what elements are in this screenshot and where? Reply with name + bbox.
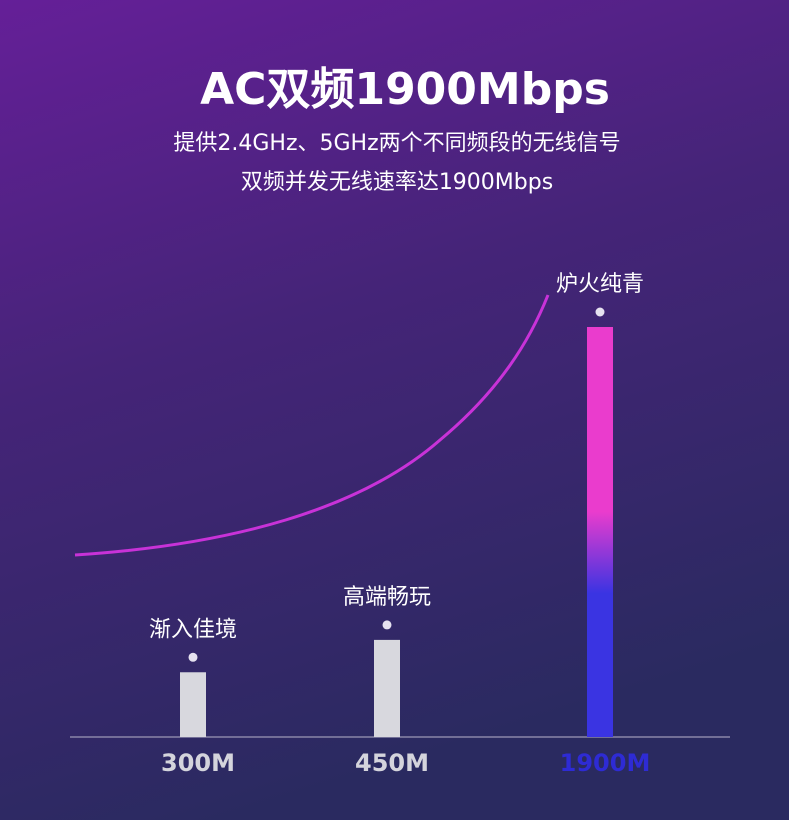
chart-title: AC双频1900Mbps — [200, 64, 610, 115]
bar-dot — [188, 652, 198, 662]
bar — [180, 672, 206, 737]
bar-dot — [595, 307, 605, 317]
subtitle: 双频并发无线速率达1900Mbps — [241, 170, 553, 195]
x-tick-label: 1900M — [560, 749, 651, 777]
x-tick-label: 450M — [355, 749, 429, 777]
bar-annotation: 高端畅玩 — [343, 585, 431, 610]
bar — [587, 327, 613, 737]
bar — [374, 639, 400, 737]
trend-curve — [74, 294, 550, 557]
bar-annotation: 炉火纯青 — [556, 272, 644, 297]
bar-dot — [382, 620, 392, 630]
x-tick-label: 300M — [161, 749, 235, 777]
bar-annotation: 渐入佳境 — [149, 617, 237, 642]
subtitle: 提供2.4GHz、5GHz两个不同频段的无线信号 — [173, 131, 620, 156]
